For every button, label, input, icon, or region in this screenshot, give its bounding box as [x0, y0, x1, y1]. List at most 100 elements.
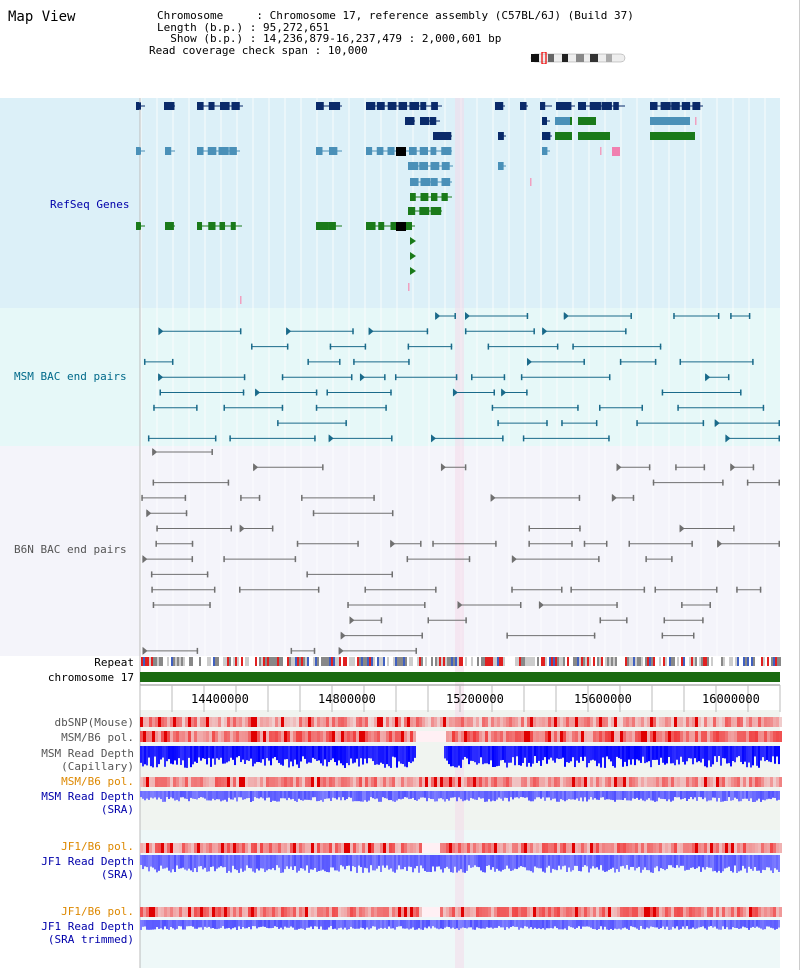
heat-cell	[233, 777, 236, 787]
repeat-block	[423, 657, 425, 666]
heat-cell	[701, 777, 704, 787]
depth-bar	[140, 791, 142, 798]
depth-bar	[466, 855, 468, 871]
depth-bar	[462, 855, 464, 873]
heat-cell	[164, 731, 167, 742]
heat-cell	[437, 731, 440, 742]
depth-bar	[280, 920, 282, 928]
depth-bar	[728, 855, 730, 867]
depth-bar	[462, 920, 464, 928]
depth-bar	[600, 791, 602, 798]
repeat-block	[457, 657, 459, 666]
depth-bar	[742, 746, 744, 765]
bac-end	[258, 494, 261, 501]
heat-cell	[449, 907, 452, 917]
gene-strand-arrow	[165, 222, 170, 230]
bac-end	[628, 540, 631, 547]
heat-cell	[767, 907, 770, 917]
depth-bar	[442, 791, 444, 800]
heat-cell	[197, 907, 200, 917]
depth-bar	[298, 855, 300, 871]
depth-bar	[642, 791, 644, 801]
bac-end	[286, 343, 289, 350]
heat-cell	[722, 843, 725, 853]
heat-cell	[368, 717, 371, 727]
gene-exon	[601, 102, 612, 110]
heat-cell	[458, 777, 461, 787]
repeat-block	[431, 657, 433, 666]
depth-bar	[746, 920, 748, 929]
repeat-block	[335, 657, 337, 666]
heat-cell	[563, 843, 566, 853]
chromosome-ideogram[interactable]	[528, 52, 628, 64]
depth-bar	[730, 746, 732, 767]
bac-end	[152, 448, 158, 456]
heat-cell	[191, 717, 194, 727]
depth-bar	[674, 746, 676, 766]
depth-bar	[650, 746, 652, 768]
depth-bar	[638, 855, 640, 867]
heat-cell	[218, 777, 221, 787]
heat-cell	[770, 907, 773, 917]
depth-bar	[624, 791, 626, 799]
depth-bar	[332, 791, 334, 798]
heat-cell	[443, 907, 446, 917]
depth-bar	[336, 791, 338, 800]
depth-bar	[520, 855, 522, 867]
depth-bar	[404, 855, 406, 867]
gene-strand-arrow	[408, 207, 413, 215]
bac-end	[196, 647, 199, 654]
gene-exon	[419, 147, 429, 155]
depth-bar	[354, 855, 356, 868]
heat-cell	[632, 843, 635, 853]
heat-cell	[329, 777, 332, 787]
heat-cell	[674, 777, 677, 787]
depth-bar	[390, 746, 392, 768]
heat-cell	[164, 843, 167, 853]
depth-bar	[232, 746, 234, 760]
heat-cell	[701, 717, 704, 727]
repeat-block	[677, 657, 679, 666]
heat-cell	[377, 717, 380, 727]
depth-bar	[732, 791, 734, 801]
heat-cell	[602, 731, 605, 742]
heat-cell	[623, 731, 626, 742]
depth-bar	[314, 920, 316, 927]
depth-bar	[182, 791, 184, 798]
refseq-genes-label[interactable]: RefSeq Genes	[50, 198, 130, 211]
heat-cell	[362, 843, 365, 853]
depth-bar	[538, 920, 540, 929]
depth-bar	[238, 920, 240, 927]
depth-bar	[730, 920, 732, 930]
heat-cell	[464, 717, 467, 727]
heat-cell	[374, 843, 377, 853]
depth-bar	[412, 746, 414, 762]
heat-cell	[695, 717, 698, 727]
depth-bar	[226, 920, 228, 929]
repeat-block	[575, 657, 577, 666]
bac-end	[561, 420, 563, 427]
depth-bar	[258, 746, 260, 763]
heat-cell	[518, 843, 521, 853]
depth-bar	[524, 855, 526, 868]
depth-bar	[372, 746, 374, 762]
repeat-block	[273, 657, 275, 666]
bac-end	[301, 494, 303, 501]
gene-exon	[613, 102, 619, 110]
heat-cell	[512, 843, 515, 853]
heat-cell	[743, 717, 746, 727]
b6n-bac-label[interactable]: B6N BAC end pairs	[14, 543, 127, 556]
heat-cell	[458, 717, 461, 727]
depth-bar	[550, 791, 552, 801]
heat-cell	[263, 777, 266, 787]
heat-cell	[287, 907, 290, 917]
depth-bar	[288, 746, 290, 768]
gene-exon	[208, 222, 216, 230]
heat-cell	[152, 731, 155, 742]
msm-bac-label[interactable]: MSM BAC end pairs	[14, 370, 127, 383]
heat-cell	[278, 777, 281, 787]
depth-bar	[446, 746, 448, 761]
axis-tick-label: 14800000	[318, 692, 376, 706]
heat-cell	[419, 907, 422, 917]
